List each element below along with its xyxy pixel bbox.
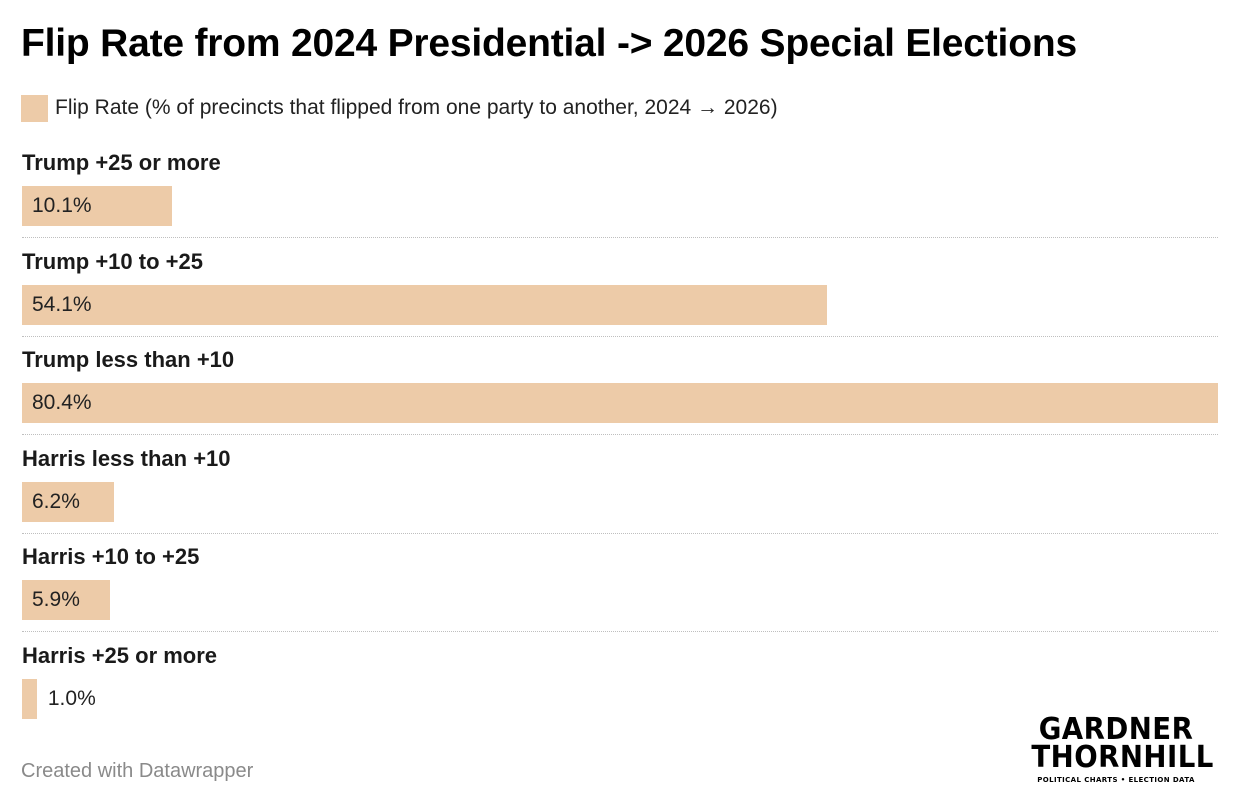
bar[interactable] xyxy=(22,186,173,226)
bar[interactable] xyxy=(22,285,827,325)
category-label: Trump less than +10 xyxy=(22,347,235,372)
row-separator xyxy=(22,434,1218,435)
bar[interactable] xyxy=(22,383,1218,423)
bar-chart: Trump +25 or more 10.1% Trump +10 to +25 54… xyxy=(22,0,1218,740)
bar[interactable] xyxy=(22,482,115,522)
row-separator xyxy=(22,533,1218,534)
category-label: Harris +25 or more xyxy=(22,643,218,668)
row-separator xyxy=(22,631,1218,632)
category-label: Trump +10 to +25 xyxy=(22,249,203,274)
value-label: 5.9% xyxy=(32,588,80,611)
value-label: 10.1% xyxy=(32,194,92,217)
legend: Flip Rate (% of precincts that flipped f… xyxy=(21,93,778,123)
brand-logo: GARDNER THORNHILL POLITICAL CHARTS • ELE… xyxy=(1024,712,1214,785)
value-label: 6.2% xyxy=(32,490,80,513)
category-label: Harris less than +10 xyxy=(22,446,231,471)
legend-swatch xyxy=(21,94,48,122)
category-label: Trump +25 or more xyxy=(22,150,221,175)
bar[interactable] xyxy=(22,679,37,719)
value-label: 1.0% xyxy=(47,687,96,710)
logo-line-1: GARDNER xyxy=(1038,712,1194,747)
row-separator xyxy=(22,237,1218,238)
category-label: Harris +10 to +25 xyxy=(22,544,200,569)
logo-line-2: THORNHILL xyxy=(1031,740,1214,775)
value-label: 54.1% xyxy=(32,293,92,316)
value-label: 80.4% xyxy=(32,391,92,414)
logo-tagline: POLITICAL CHARTS • ELECTION DATA xyxy=(1037,776,1195,784)
row-separator xyxy=(22,336,1218,337)
footer-credit[interactable]: Created with Datawrapper xyxy=(21,760,254,782)
legend-label: Flip Rate (% of precincts that flipped f… xyxy=(55,96,778,119)
chart-title: Flip Rate from 2024 Presidential -> 2026… xyxy=(21,22,1077,65)
bar[interactable] xyxy=(22,580,110,620)
